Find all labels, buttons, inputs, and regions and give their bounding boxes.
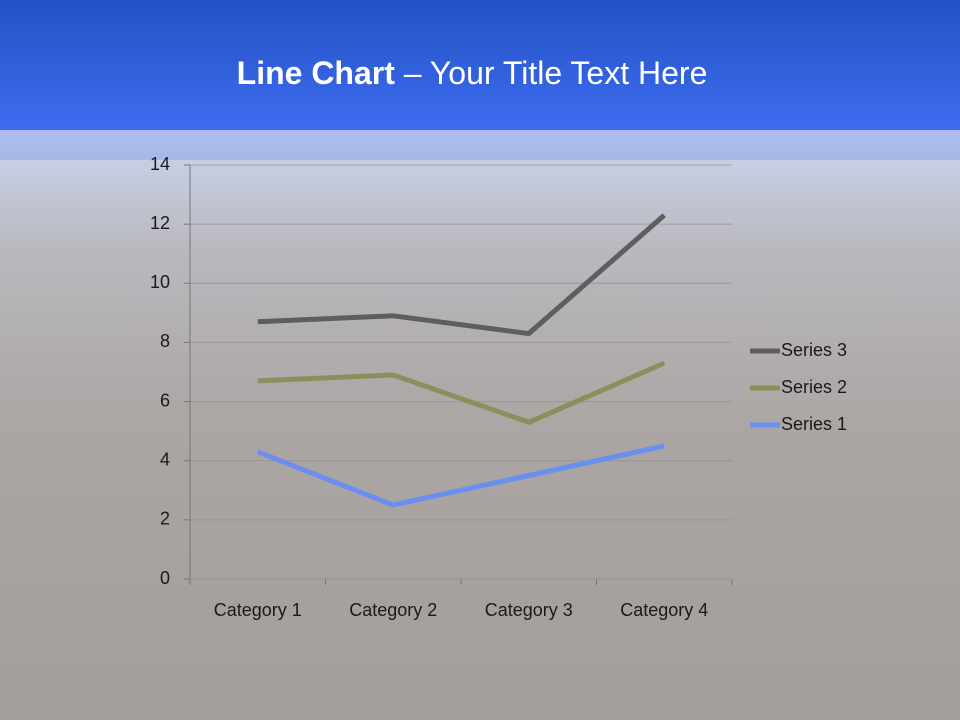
x-tick-label: Category 2	[349, 600, 437, 620]
y-tick-label: 10	[150, 272, 170, 292]
title-rest: – Your Title Text Here	[395, 55, 707, 91]
series-line	[256, 443, 665, 508]
y-tick-label: 12	[150, 213, 170, 233]
series-line	[257, 360, 666, 425]
series-line	[257, 213, 666, 337]
legend-label: Series 1	[781, 414, 847, 434]
band-fade	[0, 130, 960, 160]
title-band	[0, 0, 960, 130]
x-tick-label: Category 3	[485, 600, 573, 620]
chart: 0 2 4 6 8 10 12 14 Category 1 Category 2 Category …	[150, 154, 847, 620]
y-tick-label: 0	[160, 568, 170, 588]
y-tick-label: 4	[160, 449, 170, 469]
y-tick-label: 8	[160, 331, 170, 351]
legend-label: Series 2	[781, 377, 847, 397]
slide-title: Line Chart – Your Title Text Here	[237, 55, 708, 91]
x-tick-label: Category 4	[620, 600, 708, 620]
y-tick-label: 6	[160, 390, 170, 410]
x-tick-label: Category 1	[214, 600, 302, 620]
y-tick-label: 14	[150, 154, 170, 174]
y-tick-label: 2	[160, 509, 170, 529]
legend-label: Series 3	[781, 340, 847, 360]
title-bold: Line Chart	[237, 55, 396, 91]
